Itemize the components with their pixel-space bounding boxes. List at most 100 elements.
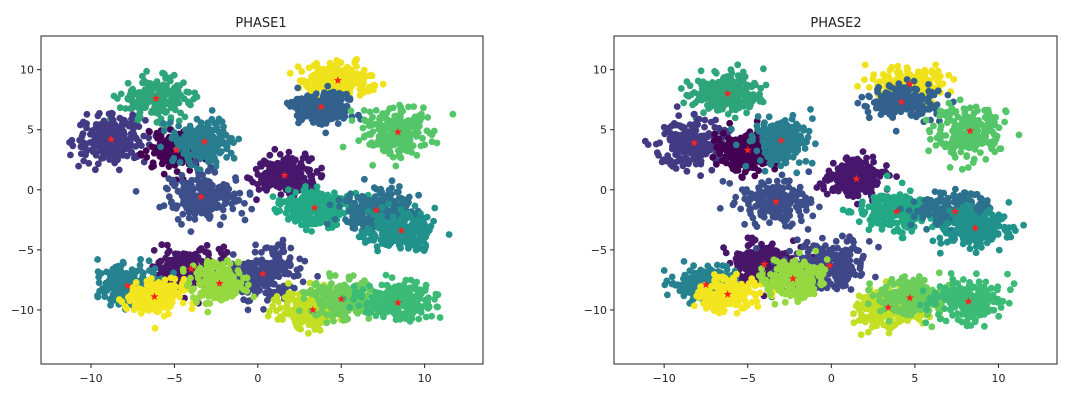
data-point (173, 139, 181, 147)
data-point (196, 264, 204, 272)
data-point (253, 196, 260, 204)
data-point (379, 80, 387, 88)
data-point (349, 219, 357, 227)
data-point (198, 209, 206, 217)
data-point (681, 158, 689, 166)
data-point (666, 136, 674, 144)
data-point (715, 106, 723, 114)
data-point (652, 140, 660, 148)
data-point (179, 210, 187, 218)
data-point (335, 196, 343, 204)
data-point (94, 112, 102, 120)
data-point (333, 287, 341, 295)
data-point (217, 265, 225, 273)
data-point (145, 134, 153, 142)
data-point (198, 129, 206, 137)
data-point (352, 203, 359, 211)
data-point (157, 107, 165, 115)
data-point (208, 186, 216, 194)
phase1-y-tick-label: 10 (20, 64, 34, 77)
data-point (324, 82, 332, 90)
data-point (326, 59, 334, 67)
data-point (80, 157, 88, 165)
data-point (275, 241, 282, 249)
data-point (417, 309, 425, 316)
data-point (218, 271, 225, 279)
data-point (312, 292, 320, 299)
data-point (285, 289, 293, 297)
data-point (298, 68, 306, 75)
phase1-points (66, 55, 457, 337)
data-point (216, 221, 224, 229)
data-point (358, 279, 365, 287)
data-point (215, 245, 223, 253)
data-point (721, 101, 729, 109)
data-point (343, 218, 351, 226)
data-point (112, 263, 119, 271)
data-point (415, 191, 422, 199)
data-point (251, 248, 259, 256)
data-point (235, 196, 243, 204)
data-point (294, 63, 302, 71)
data-point (393, 188, 401, 196)
data-point (392, 162, 400, 170)
data-point (667, 161, 675, 168)
phase1-axes-frame (40, 35, 484, 365)
phase1-title: PHASE1 (235, 16, 286, 31)
data-point (179, 268, 187, 275)
data-point (264, 312, 272, 320)
data-point (181, 147, 189, 155)
data-point (375, 132, 383, 140)
data-point (687, 91, 695, 99)
data-point (216, 149, 224, 157)
data-point (137, 256, 145, 263)
data-point (308, 217, 316, 225)
data-point (702, 150, 710, 158)
data-point (310, 84, 318, 92)
data-point (150, 247, 158, 254)
data-point (164, 260, 171, 267)
data-point (230, 274, 238, 282)
data-point (370, 297, 378, 305)
data-point (243, 274, 251, 282)
data-point (269, 302, 276, 310)
data-point (354, 77, 362, 85)
data-point (677, 122, 685, 130)
data-point (303, 188, 311, 196)
data-point (158, 268, 165, 276)
data-point (223, 154, 231, 161)
data-point (407, 314, 415, 322)
data-point (334, 101, 342, 108)
data-point (334, 65, 342, 73)
data-point (187, 228, 195, 236)
data-point (187, 274, 194, 282)
data-point (322, 293, 329, 301)
data-point (743, 109, 750, 117)
data-point (180, 250, 187, 258)
phase2-title: PHASE2 (810, 16, 861, 31)
data-point (359, 286, 367, 293)
data-point (739, 77, 747, 85)
data-point (420, 247, 428, 255)
data-point (83, 147, 91, 155)
data-point (128, 104, 136, 112)
data-point (266, 151, 274, 159)
data-point (384, 117, 392, 124)
data-point (410, 103, 418, 110)
data-point (383, 308, 391, 315)
data-point (124, 79, 132, 87)
data-point (385, 186, 393, 194)
data-point (383, 296, 391, 304)
data-point (177, 109, 185, 117)
data-point (326, 100, 334, 108)
data-point (271, 280, 278, 288)
data-point (110, 283, 118, 291)
data-point (67, 151, 74, 159)
data-point (75, 162, 82, 170)
data-point (144, 93, 152, 100)
phase1-x-tick-label: −10 (79, 372, 102, 385)
data-point (121, 276, 129, 283)
data-point (687, 149, 695, 157)
